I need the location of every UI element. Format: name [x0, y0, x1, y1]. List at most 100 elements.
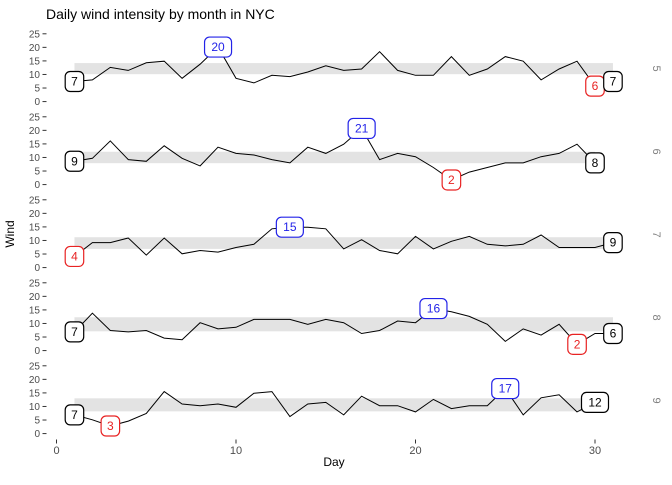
annotation-value: 7	[71, 75, 78, 89]
annotation-max: 20	[203, 36, 233, 58]
annotation-first: 7	[64, 70, 85, 93]
annotation-box	[603, 322, 623, 345]
y-tick-label: 15	[29, 222, 41, 233]
y-tick-label: 5	[34, 167, 40, 178]
annotation-value: 16	[427, 302, 441, 316]
y-tick-label: 0	[34, 180, 40, 191]
annotation-last: 7	[603, 70, 623, 93]
wind-line	[74, 226, 614, 257]
annotation-first: 7	[64, 404, 85, 426]
annotation-first: 9	[64, 150, 85, 172]
annotation-box	[491, 377, 520, 400]
annotation-max: 21	[347, 117, 376, 140]
annotation-value: 4	[71, 249, 78, 263]
facet-panel-month-6: 0 5 10 15 20 25 6 9 21 2 8	[29, 112, 662, 191]
annotation-min: 6	[585, 75, 605, 97]
annotation-box	[347, 117, 376, 140]
facet-strip-label: 8	[650, 314, 662, 320]
y-tick-label: 20	[29, 43, 41, 54]
x-tick-label: 0	[53, 445, 59, 457]
annotation-value: 3	[107, 419, 114, 433]
y-tick-label: 20	[29, 209, 41, 220]
annotation-value: 2	[574, 337, 581, 351]
annotation-box	[203, 36, 233, 58]
annotation-box	[64, 404, 85, 426]
annotation-box	[603, 232, 623, 254]
annotation-value: 2	[448, 173, 455, 187]
annotation-max: 15	[275, 216, 304, 238]
typical-range-band	[74, 398, 595, 412]
y-tick-label: 20	[29, 292, 41, 303]
chart-title: Daily wind intensity by month in NYC	[46, 6, 275, 22]
x-axis-title: Day	[323, 455, 345, 469]
y-tick-label: 25	[29, 195, 41, 206]
annotation-min: 2	[441, 169, 462, 191]
annotation-value: 21	[355, 121, 369, 135]
y-tick-label: 20	[29, 375, 41, 386]
annotation-box	[275, 216, 304, 238]
facet-panel-month-7: 0 5 10 15 20 25 7 4 15 9	[29, 195, 662, 274]
y-tick-label: 5	[34, 333, 40, 344]
y-tick-label: 25	[29, 29, 41, 40]
annotation-value: 9	[610, 236, 617, 250]
annotation-max: 16	[419, 297, 448, 320]
y-tick-label: 15	[29, 56, 41, 67]
y-tick-label: 10	[29, 319, 41, 330]
typical-range-band	[74, 151, 595, 164]
x-tick-label: 20	[409, 445, 421, 457]
annotation-box	[585, 152, 605, 174]
annotation-value: 6	[592, 79, 599, 93]
y-tick-label: 10	[29, 402, 41, 413]
annotation-value: 7	[610, 75, 617, 89]
y-tick-label: 15	[29, 388, 41, 399]
annotation-value: 7	[71, 408, 78, 422]
annotation-value: 8	[592, 156, 599, 170]
annotation-last: 6	[603, 322, 623, 345]
annotation-box	[603, 70, 623, 93]
annotation-value: 12	[588, 395, 602, 409]
y-tick-label: 5	[34, 84, 40, 95]
wind-line	[74, 308, 613, 345]
y-tick-label: 20	[29, 126, 41, 137]
annotation-min: 4	[64, 245, 85, 268]
wind-line	[74, 127, 596, 181]
y-tick-label: 0	[34, 263, 40, 274]
y-axis-title: Wind	[3, 220, 17, 248]
annotation-value: 15	[283, 220, 297, 234]
typical-range-band	[74, 63, 613, 75]
annotation-box	[64, 70, 85, 93]
y-tick-label: 10	[29, 153, 41, 164]
y-tick-label: 25	[29, 112, 41, 123]
typical-range-band	[74, 237, 613, 249]
annotation-box	[567, 333, 587, 355]
x-tick-label: 30	[589, 445, 601, 457]
annotation-last: 9	[603, 232, 623, 254]
wind-line	[74, 46, 614, 87]
y-tick-label: 0	[34, 346, 40, 357]
y-tick-label: 25	[29, 361, 41, 372]
facet-panel-month-8: 0 5 10 15 20 25 8 7 16 2 6	[29, 278, 662, 357]
facet-panel-month-9: 0 5 10 15 20 25 9 7 3 17 12	[29, 361, 662, 440]
annotation-last: 8	[585, 152, 605, 174]
annotation-box	[64, 321, 85, 343]
y-tick-label: 0	[34, 429, 40, 440]
facet-strip-label: 7	[650, 231, 662, 237]
annotation-value: 9	[71, 154, 78, 168]
annotation-min: 2	[567, 333, 587, 355]
y-tick-label: 5	[34, 250, 40, 261]
annotation-box	[419, 297, 448, 320]
annotation-max: 17	[491, 377, 520, 400]
y-tick-label: 15	[29, 305, 41, 316]
typical-range-band	[74, 317, 613, 332]
annotation-box	[441, 169, 462, 191]
annotation-value: 6	[610, 326, 617, 340]
annotation-box	[100, 415, 121, 437]
y-tick-label: 15	[29, 139, 41, 150]
y-tick-label: 25	[29, 278, 41, 289]
annotation-first: 7	[64, 321, 85, 343]
facet-strip-label: 5	[650, 65, 662, 71]
annotation-box	[64, 150, 85, 172]
facet-strip-label: 9	[650, 397, 662, 403]
